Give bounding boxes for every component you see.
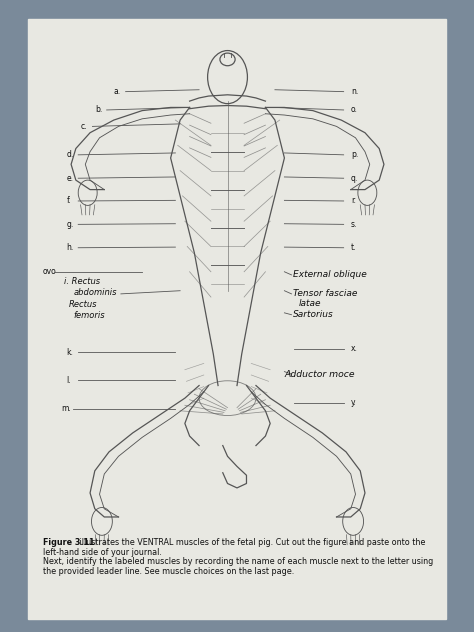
Text: illustrates the VENTRAL muscles of the fetal pig. Cut out the figure and paste o: illustrates the VENTRAL muscles of the f… [77, 538, 425, 547]
Text: g.: g. [66, 220, 73, 229]
Text: left-hand side of your journal.: left-hand side of your journal. [43, 548, 162, 557]
Text: x.: x. [351, 344, 358, 353]
Text: n.: n. [351, 87, 358, 96]
Text: Figure 3.11: Figure 3.11 [43, 538, 94, 547]
Text: r.: r. [351, 197, 356, 205]
Text: s.: s. [351, 220, 357, 229]
Text: f.: f. [66, 197, 71, 205]
Text: k.: k. [66, 348, 73, 356]
Text: t.: t. [351, 243, 356, 252]
Text: Rectus: Rectus [69, 300, 97, 309]
Text: abdominis: abdominis [73, 288, 117, 297]
Text: h.: h. [66, 243, 73, 252]
Text: q.: q. [351, 174, 358, 183]
Text: External oblique: External oblique [293, 270, 367, 279]
Text: the provided leader line. See muscle choices on the last page.: the provided leader line. See muscle cho… [43, 567, 294, 576]
Text: o.: o. [351, 106, 358, 114]
Text: d.: d. [66, 150, 73, 159]
Text: femoris: femoris [73, 312, 105, 320]
Text: Tensor fasciae: Tensor fasciae [293, 289, 357, 298]
Text: Next, identify the labeled muscles by recording the name of each muscle next to : Next, identify the labeled muscles by re… [43, 557, 433, 566]
Text: p.: p. [351, 150, 358, 159]
Text: c.: c. [81, 122, 87, 131]
Text: i. Rectus: i. Rectus [64, 277, 100, 286]
Text: Sartorius: Sartorius [293, 310, 334, 319]
Text: m.: m. [62, 404, 72, 413]
Text: e.: e. [66, 174, 73, 183]
Text: ovo: ovo [43, 267, 56, 276]
Text: b.: b. [95, 106, 102, 114]
Text: Adductor moce: Adductor moce [284, 370, 355, 379]
Text: l.: l. [66, 376, 71, 385]
Text: y.: y. [351, 398, 356, 407]
Text: latae: latae [299, 299, 321, 308]
Text: a.: a. [114, 87, 121, 96]
